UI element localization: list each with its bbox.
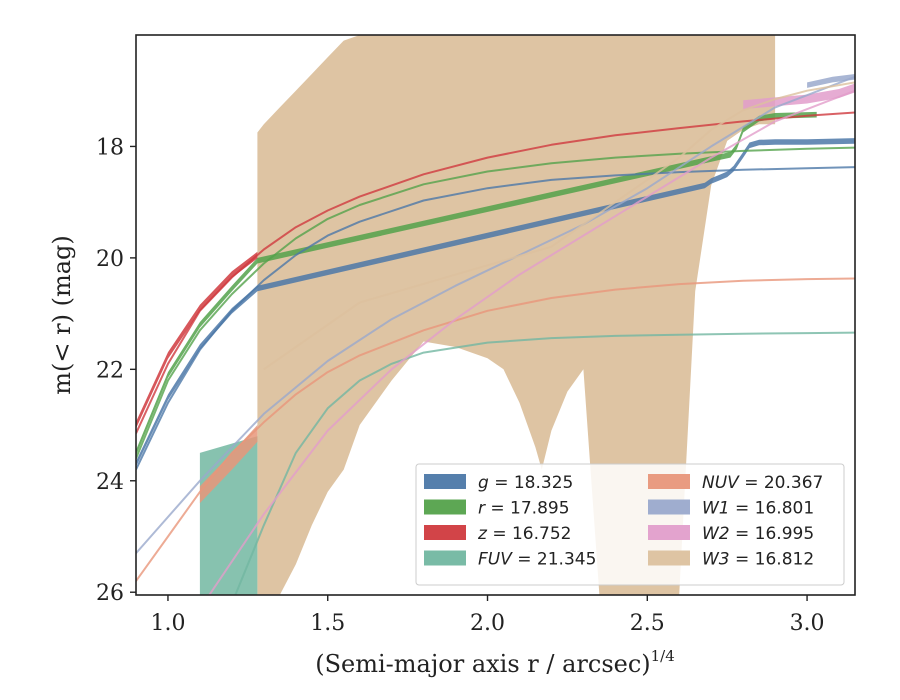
legend-swatch-z bbox=[424, 525, 466, 540]
legend-swatch-nuv bbox=[648, 474, 690, 489]
legend-swatch-w3 bbox=[648, 550, 690, 566]
legend-swatch-r bbox=[424, 499, 466, 515]
model-curve-g bbox=[136, 166, 855, 471]
y-tick-label: 20 bbox=[96, 247, 124, 272]
model-curve-z bbox=[136, 111, 855, 434]
model-curve-w3 bbox=[263, 81, 855, 371]
x-axis-ticks: 1.0 1.5 2.0 2.5 3.0 bbox=[150, 595, 825, 636]
legend-swatch-w1 bbox=[648, 499, 690, 515]
y-tick-label: 26 bbox=[96, 581, 124, 606]
legend-swatch-fuv bbox=[424, 550, 466, 566]
legend-label-w3: W3 = 16.812 bbox=[702, 550, 814, 570]
legend-box bbox=[415, 463, 845, 586]
legend-swatch-w2 bbox=[648, 525, 690, 540]
legend-label-w1: W1 = 16.801 bbox=[702, 499, 814, 519]
model-curves bbox=[136, 75, 855, 595]
data-bands bbox=[136, 35, 855, 595]
data-band-w2 bbox=[743, 83, 855, 110]
legend-label-z: z = 16.752 bbox=[477, 524, 571, 544]
model-curve-r bbox=[136, 146, 855, 459]
plot-frame bbox=[135, 34, 856, 596]
legend-label-r: r = 17.895 bbox=[478, 499, 570, 519]
x-axis-label-text: (Semi-major axis r / arcsec) bbox=[315, 650, 650, 678]
y-tick-label: 24 bbox=[96, 470, 124, 495]
y-tick-label: 18 bbox=[96, 135, 124, 160]
x-tick-label: 1.5 bbox=[310, 611, 345, 636]
legend-swatch-g bbox=[424, 474, 466, 489]
y-axis-label: m(< r) (mag) bbox=[48, 235, 76, 394]
legend-label-nuv: NUV = 20.367 bbox=[702, 473, 823, 493]
legend-label-w2: W2 = 16.995 bbox=[702, 524, 814, 544]
y-axis-ticks: 18 20 22 24 26 bbox=[96, 135, 136, 606]
model-curve-w2 bbox=[208, 89, 855, 595]
model-curve-fuv bbox=[234, 331, 855, 595]
legend-label-fuv: FUV = 21.345 bbox=[478, 550, 596, 570]
model-curve-w1 bbox=[136, 75, 855, 554]
data-band-nuv bbox=[199, 425, 258, 504]
x-tick-label: 1.0 bbox=[150, 611, 185, 636]
legend: g = 18.325 r = 17.895 z = 16.752 FUV = 21.3… bbox=[415, 463, 845, 586]
model-curve-nuv bbox=[136, 277, 855, 582]
x-tick-label: 2.0 bbox=[470, 611, 505, 636]
x-axis-label-exponent: 1/4 bbox=[651, 647, 675, 665]
x-tick-label: 2.5 bbox=[630, 611, 665, 636]
x-tick-label: 3.0 bbox=[790, 611, 825, 636]
legend-label-g: g = 18.325 bbox=[478, 473, 573, 493]
data-band-w1 bbox=[807, 74, 855, 88]
x-axis-label: (Semi-major axis r / arcsec)1/4 bbox=[315, 647, 675, 678]
y-tick-label: 22 bbox=[96, 358, 124, 383]
